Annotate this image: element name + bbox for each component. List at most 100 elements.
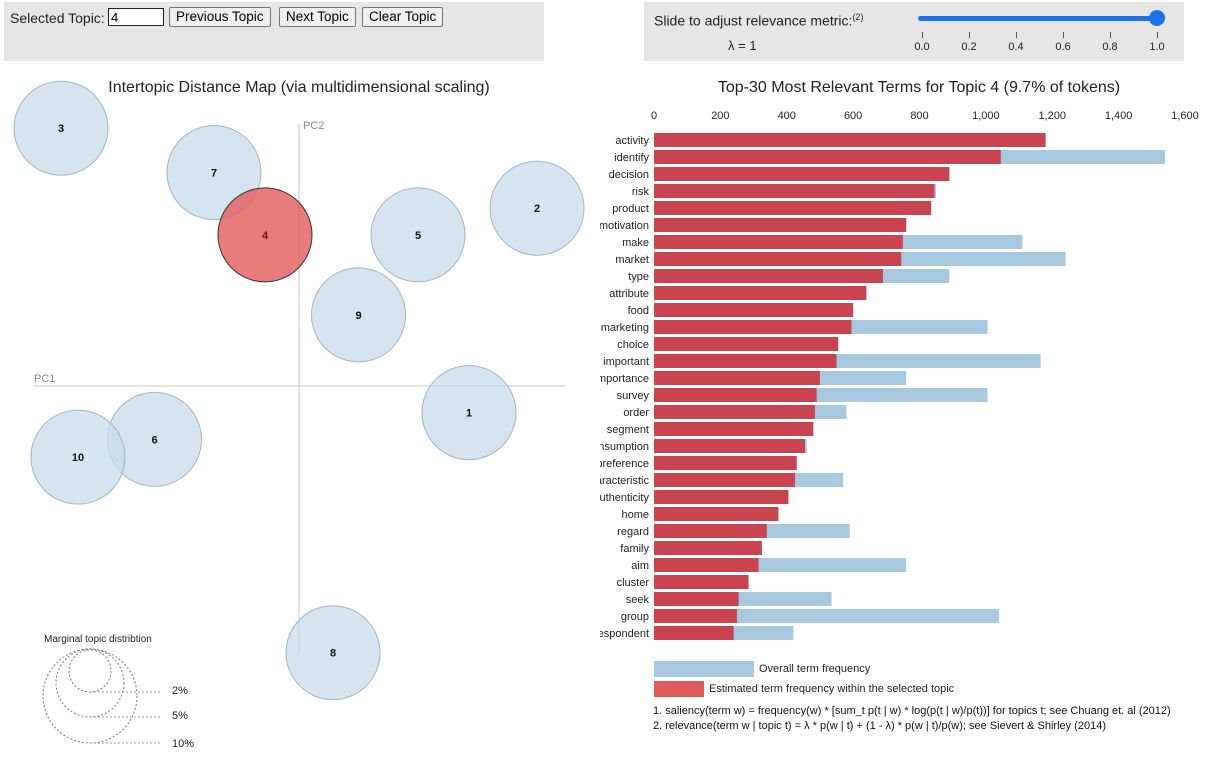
- term-label-segment[interactable]: segment: [607, 424, 649, 436]
- legend-estimated-label: Estimated term frequency within the sele…: [709, 683, 955, 695]
- bar-estimated-seek: [654, 592, 739, 606]
- topic-label-3: 3: [58, 123, 64, 135]
- term-label-consumption[interactable]: consumption: [600, 441, 649, 453]
- bar-estimated-make: [654, 235, 903, 249]
- legend-label-2pct: 2%: [172, 685, 188, 697]
- footnote-saliency: 1. saliency(term w) = frequency(w) * [su…: [653, 705, 1171, 717]
- topic-circle-1[interactable]: [421, 365, 517, 461]
- slider-tick-label: 0.4: [1008, 41, 1024, 53]
- slider-tick-label: 0.0: [914, 41, 930, 53]
- bar-estimated-characteristic: [654, 473, 796, 487]
- term-label-survey[interactable]: survey: [617, 390, 650, 402]
- bar-estimated-food: [654, 303, 854, 317]
- term-label-type[interactable]: type: [628, 271, 649, 283]
- intertopic-distance-map: Intertopic Distance Map (via multidimens…: [13, 79, 585, 750]
- bar-estimated-identify: [654, 150, 1001, 164]
- term-label-group[interactable]: group: [621, 611, 649, 623]
- bar-estimated-aim: [654, 558, 759, 572]
- bar-estimated-consumption: [654, 439, 806, 453]
- term-label-aim[interactable]: aim: [631, 560, 649, 572]
- bar-estimated-importance: [654, 371, 820, 385]
- legend-swatch-estimated: [654, 681, 704, 697]
- term-label-characteristic[interactable]: characteristic: [600, 475, 650, 487]
- bar-estimated-marketing: [654, 320, 852, 334]
- legend-label-5pct: 5%: [172, 710, 188, 722]
- legend-swatch-overall: [654, 661, 754, 677]
- topic-circle-7[interactable]: [166, 125, 262, 221]
- pc1-axis-label: PC1: [34, 373, 55, 385]
- term-label-importance[interactable]: importance: [600, 373, 649, 385]
- bar-estimated-cluster: [654, 575, 749, 589]
- top-terms-bar-chart: Top-30 Most Relevant Terms for Topic 4 (…: [600, 79, 1199, 697]
- topic-label-8: 8: [330, 648, 336, 660]
- topic-label-4: 4: [262, 230, 269, 242]
- topic-circle-10[interactable]: [30, 409, 126, 505]
- selected-topic-input[interactable]: [108, 8, 164, 26]
- slider-tick: [1063, 32, 1064, 38]
- next-topic-button[interactable]: Next Topic: [279, 7, 356, 27]
- term-label-decision[interactable]: decision: [609, 169, 649, 181]
- slider-footnote-ref: (2): [852, 12, 864, 22]
- term-label-respondent[interactable]: respondent: [600, 628, 649, 640]
- slider-tick-label: 0.2: [961, 41, 977, 53]
- topic-circle-2[interactable]: [489, 160, 585, 256]
- term-label-market[interactable]: market: [615, 254, 649, 266]
- slider-tick: [969, 32, 970, 38]
- pc2-axis-label: PC2: [303, 120, 324, 132]
- topic-label-6: 6: [151, 434, 157, 446]
- term-label-preference[interactable]: preference: [600, 458, 649, 470]
- bar-estimated-risk: [654, 184, 935, 198]
- term-label-choice[interactable]: choice: [617, 339, 649, 351]
- term-label-risk[interactable]: risk: [632, 186, 650, 198]
- x-tick-label: 1,600: [1171, 110, 1199, 122]
- bar-estimated-important: [654, 354, 837, 368]
- topic-circle-3[interactable]: [13, 80, 109, 176]
- term-label-authenticity[interactable]: authenticity: [600, 492, 649, 504]
- previous-topic-button[interactable]: Previous Topic: [169, 7, 271, 27]
- term-label-attribute[interactable]: attribute: [609, 288, 649, 300]
- slider-tick: [922, 32, 923, 38]
- term-label-food[interactable]: food: [628, 305, 649, 317]
- clear-topic-button[interactable]: Clear Topic: [362, 7, 444, 27]
- term-label-regard[interactable]: regard: [617, 526, 649, 538]
- x-tick-label: 0: [651, 110, 657, 122]
- bar-estimated-decision: [654, 167, 950, 181]
- bar-overall-group: [654, 609, 1000, 623]
- bar-estimated-authenticity: [654, 490, 789, 504]
- bar-estimated-regard: [654, 524, 767, 538]
- slider-tick-label: 0.8: [1102, 41, 1118, 53]
- term-label-marketing[interactable]: marketing: [601, 322, 649, 334]
- bar-estimated-choice: [654, 337, 839, 351]
- term-label-family[interactable]: family: [620, 543, 649, 555]
- legend-overall-label: Overall term frequency: [759, 663, 871, 675]
- term-label-cluster[interactable]: cluster: [617, 577, 650, 589]
- legend-label-10pct: 10%: [172, 738, 194, 750]
- term-label-identify[interactable]: identify: [614, 152, 649, 164]
- term-label-seek[interactable]: seek: [626, 594, 650, 606]
- term-label-important[interactable]: important: [603, 356, 649, 368]
- map-title: Intertopic Distance Map (via multidimens…: [108, 79, 490, 96]
- topic-circle-5[interactable]: [370, 187, 466, 283]
- x-tick-label: 600: [844, 110, 862, 122]
- bar-estimated-attribute: [654, 286, 867, 300]
- lambda-slider-track[interactable]: [918, 16, 1158, 21]
- term-label-order[interactable]: order: [623, 407, 649, 419]
- term-label-product[interactable]: product: [612, 203, 649, 215]
- topic-label-5: 5: [415, 230, 421, 242]
- topic-label-2: 2: [534, 203, 540, 215]
- topic-circle-4[interactable]: [217, 187, 313, 283]
- topic-circle-8[interactable]: [285, 605, 381, 701]
- bar-estimated-market: [654, 252, 902, 266]
- term-label-motivation[interactable]: motivation: [600, 220, 649, 232]
- term-label-home[interactable]: home: [621, 509, 649, 521]
- footnote-relevance: 2. relevance(term w | topic t) = λ * p(w…: [653, 720, 1106, 732]
- topic-circle-9[interactable]: [311, 267, 406, 363]
- bar-x-axis: 0 200 400 600 800 1,000 1,200 1,400 1,600: [651, 110, 1199, 122]
- bar-estimated-product: [654, 201, 932, 215]
- lambda-value-text: λ = 1: [728, 38, 757, 53]
- term-label-make[interactable]: make: [622, 237, 649, 249]
- term-label-activity[interactable]: activity: [615, 135, 649, 147]
- bar-estimated-family: [654, 541, 762, 555]
- legend-circle-2pct: [68, 649, 112, 693]
- lambda-slider-thumb[interactable]: [1149, 10, 1165, 26]
